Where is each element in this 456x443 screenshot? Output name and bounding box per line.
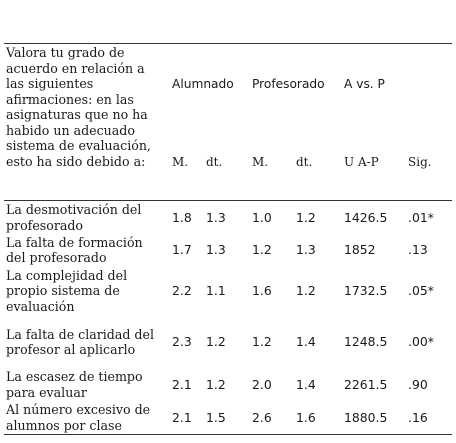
cell-sd-profesorado: 1.3 [296, 242, 316, 258]
cell-significance: .16 [402, 401, 453, 435]
row-item-label: La escasez de tiempo para evaluar [6, 369, 143, 400]
table-row: La falta de formación del profesorado 1.… [4, 235, 452, 266]
cell-mean-alumnado: 2.1 [162, 401, 202, 435]
table-row: La escasez de tiempo para evaluar 2.1 1.… [4, 368, 452, 402]
row-item-label: La desmotivación del profesorado [4, 200, 162, 235]
cell-sd-alumnado: 1.2 [206, 334, 226, 350]
cell-mean-alumnado: 2.1 [172, 376, 192, 392]
subheader-row: M. dt. M. dt. U A-P Sig. [4, 126, 452, 201]
cell-mean-profesorado: 2.0 [252, 376, 272, 392]
subheader-significance: Sig. [408, 155, 432, 170]
group-header-profesorado: Profesorado [250, 43, 341, 126]
cell-sd-alumnado: 1.3 [202, 200, 250, 235]
cell-mean-alumnado: 2.2 [172, 283, 192, 299]
cell-u-statistic: 1852 [344, 242, 376, 258]
cell-sd-profesorado: 1.4 [296, 334, 316, 350]
table-row: La falta de claridad del profesor al apl… [4, 317, 452, 368]
row-item-label: La complejidad del propio sistema de eva… [6, 267, 128, 314]
row-item-label: La falta de claridad del profesor al apl… [6, 326, 154, 358]
cell-significance: .00* [408, 334, 434, 350]
question-header: Valora tu grado de acuerdo en relación a… [4, 43, 162, 201]
row-item-label: Al número excesivo de alumnos por clase [4, 401, 162, 435]
subheader-mean-profesorado: M. [252, 155, 269, 170]
subheader-u-statistic: U A-P [344, 155, 379, 170]
cell-sd-profesorado: 1.6 [292, 401, 341, 435]
cell-mean-alumnado: 1.7 [172, 242, 192, 258]
cell-significance: .05* [408, 283, 434, 299]
results-table: Valora tu grado de acuerdo en relación a… [4, 43, 453, 435]
cell-u-statistic: 2261.5 [344, 376, 388, 392]
cell-u-statistic: 1732.5 [344, 283, 388, 299]
cell-sd-alumnado: 1.1 [206, 283, 226, 299]
cell-mean-profesorado: 2.6 [250, 401, 292, 435]
table-row: La complejidad del propio sistema de eva… [4, 266, 452, 317]
subheader-mean-alumnado: M. [172, 155, 189, 170]
row-item-label: La falta de formación del profesorado [6, 234, 143, 266]
header-row: Valora tu grado de acuerdo en relación a… [4, 43, 453, 201]
cell-mean-alumnado: 1.8 [162, 200, 202, 235]
cell-mean-profesorado: 1.2 [252, 242, 272, 258]
subheader-sd-profesorado: dt. [296, 155, 313, 170]
cell-mean-profesorado: 1.6 [252, 283, 272, 299]
cell-sd-profesorado: 1.4 [296, 376, 316, 392]
cell-mean-alumnado: 2.3 [172, 334, 192, 350]
cell-u-statistic: 1426.5 [340, 200, 403, 235]
table-row: La desmotivación del profesorado 1.8 1.3… [4, 200, 453, 235]
cell-sd-alumnado: 1.5 [202, 401, 250, 435]
cell-u-statistic: 1880.5 [340, 401, 403, 435]
cell-mean-profesorado: 1.0 [250, 200, 292, 235]
cell-sd-alumnado: 1.3 [206, 242, 226, 258]
cell-significance: .13 [408, 242, 428, 258]
cell-u-statistic: 1248.5 [344, 334, 388, 350]
cell-sd-alumnado: 1.2 [206, 376, 226, 392]
group-header-alumnado: Alumnado [162, 43, 250, 126]
cell-mean-profesorado: 1.2 [252, 334, 272, 350]
group-header-a-vs-p: A vs. P [340, 43, 453, 126]
table-row: Al número excesivo de alumnos por clase … [4, 401, 453, 435]
cell-sd-profesorado: 1.2 [292, 200, 341, 235]
subheader-sd-alumnado: dt. [206, 155, 223, 170]
cell-significance: .90 [408, 376, 428, 392]
cell-significance: .01* [402, 200, 453, 235]
cell-sd-profesorado: 1.2 [296, 283, 316, 299]
